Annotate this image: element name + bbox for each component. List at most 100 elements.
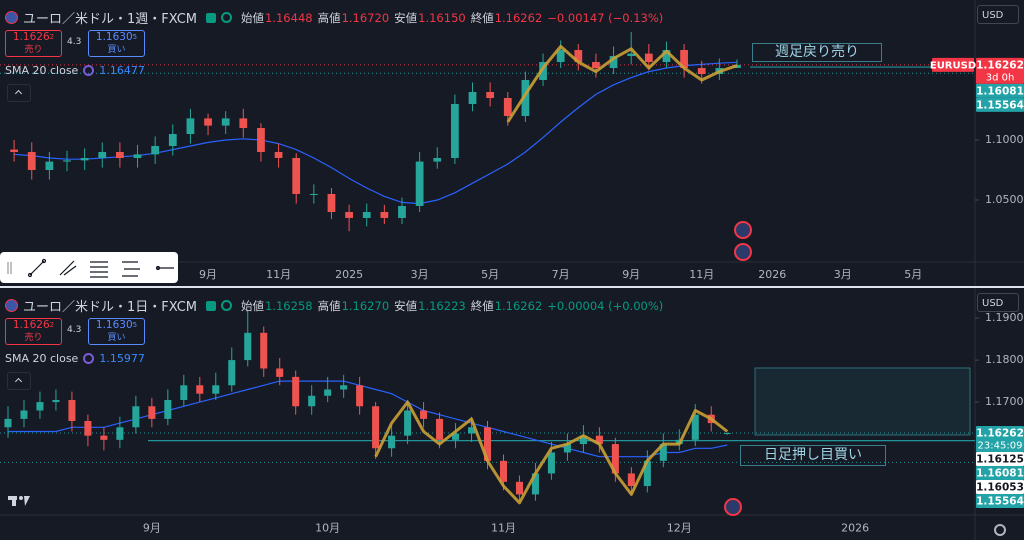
candle-body: [468, 427, 476, 434]
candle-body: [595, 435, 603, 445]
candle-body: [452, 433, 460, 440]
quote: 1.16305: [89, 319, 144, 332]
y-tick-label: 1.17000: [985, 395, 1024, 408]
quote-side: 買い: [89, 332, 144, 344]
candle-body: [499, 460, 507, 482]
quote: 1.16262: [6, 319, 61, 332]
indicator-name: SMA 20 close: [5, 64, 79, 77]
event-icon[interactable]: [724, 498, 742, 516]
candle-body: [324, 389, 332, 396]
candle-body: [186, 118, 195, 134]
candle-body: [404, 410, 412, 436]
drawing-line: [506, 44, 738, 123]
candle-body: [643, 460, 651, 487]
x-tick-label: 3月: [834, 268, 852, 281]
quote-side-label: 買い: [107, 333, 126, 343]
buy-button[interactable]: 1.16305 買い: [88, 30, 145, 57]
x-tick-label: 10月: [315, 522, 340, 535]
stat-value: 1.16448: [265, 10, 313, 25]
indicator-value: 1.15977: [99, 352, 145, 365]
quote-side-label: 売り: [24, 45, 43, 55]
x-tick-label: 2026: [758, 268, 786, 281]
symbol-title: ユーロ／米ドル・1週・FXCM: [23, 12, 198, 27]
stat-label: 安値: [394, 10, 418, 25]
collapse-button[interactable]: [7, 84, 31, 102]
x-tick-label: 11月: [266, 268, 291, 281]
candle-body: [244, 332, 252, 361]
candle-body: [20, 410, 28, 419]
buy-button[interactable]: 1.16305 買い: [88, 318, 145, 345]
price-tag-label: 1.16262: [976, 428, 1024, 440]
price-tag-label: 1.16125: [976, 454, 1024, 466]
candle-body: [433, 157, 442, 162]
price-tag-countdown: 23:45:09: [978, 441, 1023, 452]
symbol-tag: [932, 57, 974, 72]
quote-pip: 2: [49, 321, 55, 329]
status-icon: [221, 12, 233, 23]
candle-body: [723, 433, 731, 435]
candle-body: [274, 151, 283, 158]
quote-price: 1.1630: [95, 319, 133, 331]
currency-select[interactable]: USD: [977, 293, 1019, 312]
quote-side: 売り: [6, 332, 61, 344]
candle-body: [627, 53, 636, 57]
annotation-label[interactable]: 週足戻り売り: [752, 43, 882, 62]
sma-line: [14, 61, 738, 205]
stat-value: 1.16720: [341, 10, 390, 25]
price-tag-label: 1.16081: [976, 85, 1024, 97]
quote-pip: 2: [49, 33, 55, 41]
price-tag: [976, 426, 1024, 453]
candle-body: [611, 444, 619, 474]
candle-body: [68, 399, 76, 421]
candle-body: [327, 193, 336, 212]
toolbar-icons[interactable]: [0, 252, 178, 283]
x-tick-label: 2025: [335, 268, 363, 281]
price-tag-label: 1.16081: [976, 468, 1024, 480]
stat-label: 終値: [470, 298, 494, 313]
candle-body: [574, 50, 583, 63]
price-tag-label: 1.15564: [976, 99, 1024, 111]
sell-button[interactable]: 1.16262 売り: [5, 318, 62, 345]
x-tick-label: 2026: [841, 522, 869, 535]
stat-value: 1.16258: [265, 298, 313, 313]
stat-label: 始値: [241, 298, 265, 313]
candle-body: [420, 410, 428, 419]
quote-price: 1.1630: [95, 31, 133, 43]
stat-label: 高値: [317, 298, 341, 313]
candle-body: [539, 62, 547, 81]
candle-body: [151, 145, 160, 155]
price-tag: [976, 57, 1024, 84]
price-tag: [976, 83, 1024, 98]
quote: 1.16262: [6, 31, 61, 44]
annotation-label[interactable]: 日足押し目買い: [740, 445, 886, 466]
candle-body: [691, 414, 699, 440]
candle-body: [98, 151, 107, 158]
candle-body: [45, 161, 54, 170]
stat-value: 1.16262: [494, 298, 543, 313]
candle-body: [196, 385, 204, 394]
collapse-button[interactable]: [7, 372, 31, 390]
stat-label: 高値: [317, 10, 341, 25]
legend-header: ユーロ／米ドル・1日・FXCM 始値 1.16258 高値 1.16270 安値 1.162…: [5, 296, 663, 315]
quote-side: 売り: [6, 44, 61, 56]
settings-icon[interactable]: [994, 524, 1006, 536]
x-tick-label: 9月: [199, 268, 217, 281]
x-tick-label: 5月: [481, 268, 499, 281]
stat-value: 1.16270: [341, 298, 390, 313]
legend-header: ユーロ／米ドル・1週・FXCM 始値 1.16448 高値 1.16720 安値 1.161…: [5, 8, 663, 27]
candle-body: [132, 406, 140, 428]
market-icon: [206, 12, 217, 23]
event-icon[interactable]: [734, 243, 752, 261]
candle-body: [4, 418, 12, 428]
sell-button[interactable]: 1.16262 売り: [5, 30, 62, 57]
change-value: +0.00004 (+0.00%): [547, 298, 664, 313]
candle-body: [521, 80, 530, 117]
currency-select[interactable]: USD: [977, 5, 1019, 24]
candle-body: [388, 435, 396, 449]
candle-body: [609, 56, 618, 69]
candle-body: [398, 205, 406, 218]
candle-body: [515, 481, 523, 495]
event-icon[interactable]: [734, 221, 752, 239]
indicator-name: SMA 20 close: [5, 352, 79, 365]
